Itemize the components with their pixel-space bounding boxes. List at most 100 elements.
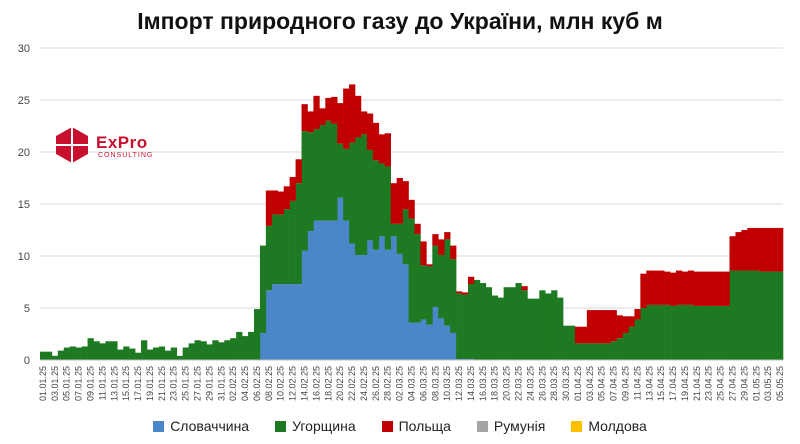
legend-label: Польща bbox=[398, 418, 451, 434]
x-tick-label: 13.04.25 bbox=[644, 366, 654, 401]
area-segment bbox=[765, 227, 772, 272]
area-segment bbox=[182, 347, 189, 360]
area-segment bbox=[307, 231, 314, 360]
legend-label: Молдова bbox=[588, 418, 647, 434]
y-tick-label: 5 bbox=[24, 303, 30, 315]
area-segment bbox=[301, 104, 308, 132]
area-segment bbox=[366, 149, 374, 241]
area-segment bbox=[408, 218, 415, 323]
area-segment bbox=[331, 96, 338, 124]
area-segment bbox=[622, 332, 629, 360]
area-segment bbox=[355, 137, 362, 255]
area-segment bbox=[51, 355, 59, 360]
area-segment bbox=[509, 287, 516, 360]
area-segment bbox=[265, 190, 273, 226]
x-tick-label: 21.01.25 bbox=[157, 366, 167, 401]
area-segment bbox=[271, 190, 279, 215]
legend-item: Молдова bbox=[571, 418, 647, 434]
area-segment bbox=[355, 254, 362, 360]
area-segment bbox=[759, 271, 766, 360]
area-segment bbox=[426, 324, 433, 360]
area-segment bbox=[337, 103, 344, 144]
x-tick-label: 28.02.25 bbox=[383, 366, 393, 401]
area-segment bbox=[723, 305, 730, 360]
area-segment bbox=[670, 272, 677, 306]
area-segment bbox=[473, 279, 481, 360]
area-segment bbox=[277, 214, 285, 285]
x-tick-label: 06.03.25 bbox=[418, 366, 428, 401]
area-segment bbox=[497, 297, 504, 360]
y-tick-label: 25 bbox=[18, 95, 30, 107]
area-segment bbox=[57, 350, 65, 360]
area-segment bbox=[319, 108, 326, 125]
area-segment bbox=[337, 143, 344, 198]
x-tick-label: 17.04.25 bbox=[668, 366, 678, 401]
area-segment bbox=[432, 234, 439, 246]
area-segment bbox=[551, 290, 558, 360]
area-segment bbox=[242, 336, 249, 360]
x-tick-label: 11.04.25 bbox=[632, 366, 642, 400]
area-segment bbox=[670, 305, 677, 360]
area-segment bbox=[420, 265, 427, 320]
area-segment bbox=[277, 284, 285, 360]
area-segment bbox=[117, 349, 124, 360]
area-segment bbox=[604, 343, 611, 360]
x-tick-label: 03.05.25 bbox=[763, 366, 773, 401]
area-segment bbox=[372, 122, 380, 161]
x-tick-label: 25.01.25 bbox=[181, 366, 191, 401]
area-segment bbox=[711, 271, 718, 306]
x-tick-label: 03.04.25 bbox=[585, 366, 595, 401]
area-segment bbox=[402, 181, 409, 210]
area-segment bbox=[123, 346, 130, 360]
y-tick-label: 0 bbox=[24, 355, 30, 367]
x-tick-label: 12.03.25 bbox=[454, 366, 464, 401]
x-tick-label: 19.01.25 bbox=[145, 366, 155, 401]
area-segment bbox=[438, 318, 445, 360]
x-tick-label: 01.04.25 bbox=[573, 366, 583, 401]
area-segment bbox=[723, 271, 730, 306]
legend-swatch bbox=[275, 420, 287, 432]
area-segment bbox=[390, 183, 397, 224]
area-segment bbox=[479, 283, 487, 360]
x-tick-label: 05.05.25 bbox=[775, 366, 785, 401]
area-segment bbox=[325, 97, 332, 121]
area-segment bbox=[301, 131, 308, 251]
x-tick-label: 18.03.25 bbox=[490, 366, 500, 401]
legend: Словаччина Угорщина Польща Румунія Молдова bbox=[0, 418, 800, 434]
area-segment bbox=[616, 315, 623, 339]
area-segment bbox=[206, 344, 213, 360]
area-segment bbox=[533, 298, 540, 360]
area-segment bbox=[747, 227, 754, 271]
area-segment bbox=[574, 326, 582, 344]
area-segment bbox=[283, 209, 290, 285]
area-segment bbox=[563, 325, 570, 360]
area-segment bbox=[188, 343, 195, 360]
area-segment bbox=[432, 245, 439, 307]
area-segment bbox=[277, 191, 285, 215]
area-segment bbox=[586, 343, 594, 360]
area-segment bbox=[152, 347, 160, 360]
area-segment bbox=[360, 254, 368, 360]
area-segment bbox=[699, 271, 707, 306]
area-segment bbox=[360, 134, 368, 255]
area-segment bbox=[759, 227, 766, 272]
area-segment bbox=[610, 341, 617, 360]
area-segment bbox=[664, 271, 671, 305]
area-segment bbox=[236, 331, 243, 360]
area-segment bbox=[610, 310, 617, 342]
area-segment bbox=[105, 341, 112, 360]
x-tick-label: 23.01.25 bbox=[169, 366, 179, 401]
area-segment bbox=[664, 304, 671, 360]
x-tick-label: 02.03.25 bbox=[395, 366, 405, 401]
area-segment bbox=[681, 304, 689, 360]
x-tick-label: 08.03.25 bbox=[430, 366, 440, 401]
area-segment bbox=[372, 160, 380, 250]
area-segment bbox=[753, 270, 760, 360]
area-segment bbox=[485, 287, 493, 360]
area-segment bbox=[777, 227, 784, 272]
area-segment bbox=[414, 322, 421, 360]
area-segment bbox=[693, 305, 701, 360]
area-segment bbox=[378, 134, 386, 164]
legend-swatch bbox=[476, 420, 488, 432]
area-segment bbox=[711, 305, 718, 360]
